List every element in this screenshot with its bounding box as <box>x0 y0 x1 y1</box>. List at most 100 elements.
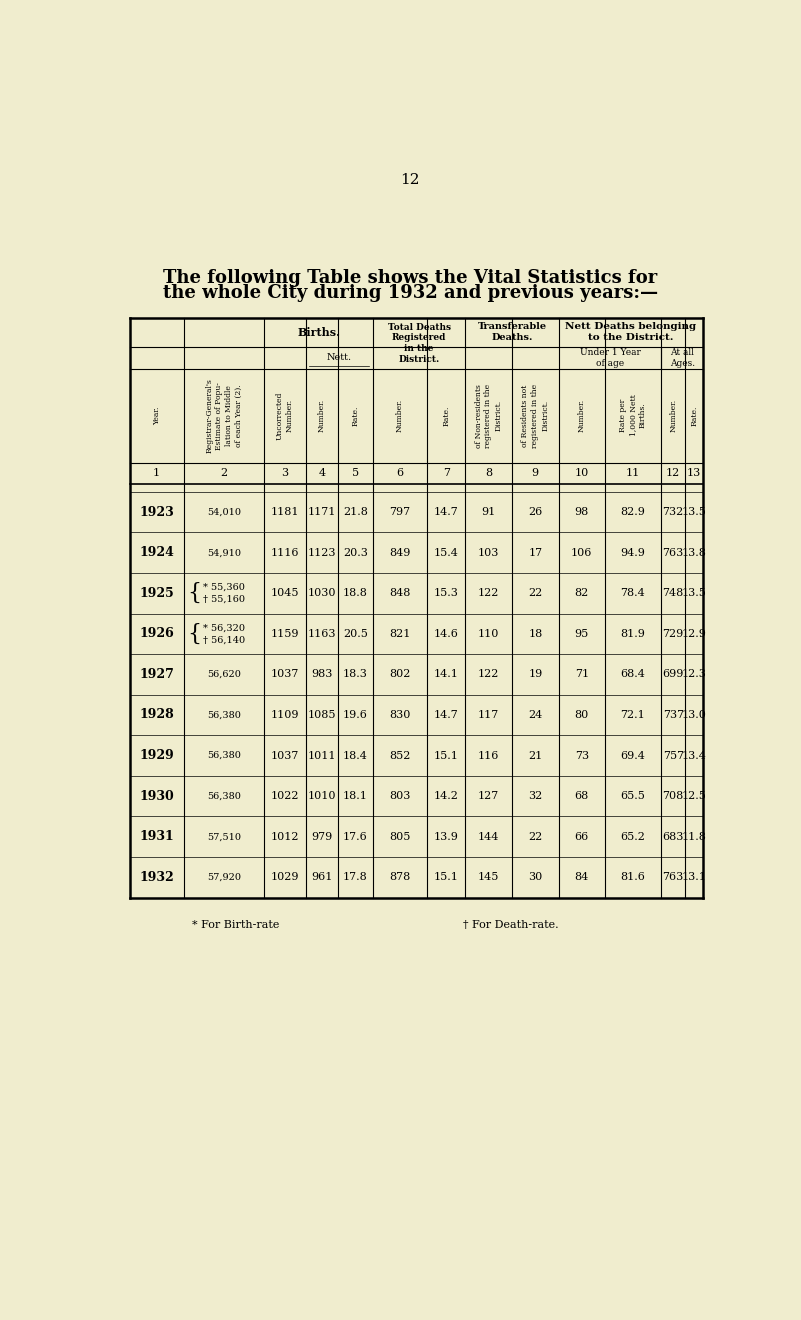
Text: 15.1: 15.1 <box>433 751 459 760</box>
Text: 797: 797 <box>389 507 411 517</box>
Text: 18.3: 18.3 <box>343 669 368 680</box>
Text: Number.: Number. <box>396 399 404 432</box>
Text: 144: 144 <box>477 832 499 842</box>
Text: 18.1: 18.1 <box>343 791 368 801</box>
Text: 1037: 1037 <box>271 751 299 760</box>
Text: 57,920: 57,920 <box>207 873 241 882</box>
Text: 13.5: 13.5 <box>682 589 706 598</box>
Text: 84: 84 <box>574 873 589 882</box>
Text: 14.2: 14.2 <box>433 791 459 801</box>
Text: 65.2: 65.2 <box>621 832 646 842</box>
Text: 1932: 1932 <box>139 871 174 884</box>
Text: 57,510: 57,510 <box>207 832 241 841</box>
Text: 961: 961 <box>311 873 332 882</box>
Text: 6: 6 <box>396 469 404 478</box>
Text: 708: 708 <box>662 791 684 801</box>
Text: 803: 803 <box>389 791 411 801</box>
Text: The following Table shows the Vital Statistics for: The following Table shows the Vital Stat… <box>163 269 658 286</box>
Text: 13.0: 13.0 <box>682 710 706 719</box>
Text: 20.5: 20.5 <box>343 628 368 639</box>
Text: At all
Ages.: At all Ages. <box>670 348 694 367</box>
Text: 15.3: 15.3 <box>433 589 459 598</box>
Text: Rate per
1,000 Nett
Births.: Rate per 1,000 Nett Births. <box>619 395 646 437</box>
Text: 1012: 1012 <box>271 832 300 842</box>
Text: 3: 3 <box>281 469 288 478</box>
Text: 9: 9 <box>532 469 539 478</box>
Text: 849: 849 <box>389 548 411 557</box>
Text: 110: 110 <box>477 628 499 639</box>
Text: 763: 763 <box>662 548 684 557</box>
Text: 20.3: 20.3 <box>343 548 368 557</box>
Text: 116: 116 <box>477 751 499 760</box>
Text: 729: 729 <box>662 628 684 639</box>
Text: 82.9: 82.9 <box>621 507 646 517</box>
Text: 1171: 1171 <box>308 507 336 517</box>
Text: 26: 26 <box>528 507 542 517</box>
Text: 12.9: 12.9 <box>682 628 706 639</box>
Text: Transferable
Deaths.: Transferable Deaths. <box>477 322 546 342</box>
Text: 14.7: 14.7 <box>434 507 458 517</box>
Text: 1159: 1159 <box>271 628 300 639</box>
Text: 78.4: 78.4 <box>621 589 646 598</box>
Text: 56,620: 56,620 <box>207 671 241 678</box>
Text: 98: 98 <box>574 507 589 517</box>
Text: 117: 117 <box>477 710 499 719</box>
Text: 65.5: 65.5 <box>621 791 646 801</box>
Text: 1030: 1030 <box>308 589 336 598</box>
Text: 145: 145 <box>477 873 499 882</box>
Text: 12.5: 12.5 <box>682 791 706 801</box>
Text: Rate.: Rate. <box>442 405 450 426</box>
Text: 80: 80 <box>574 710 589 719</box>
Text: 979: 979 <box>311 832 332 842</box>
Text: Births.: Births. <box>297 327 340 338</box>
Text: 73: 73 <box>575 751 589 760</box>
Text: 1011: 1011 <box>308 751 336 760</box>
Text: 69.4: 69.4 <box>621 751 646 760</box>
Text: 1927: 1927 <box>139 668 174 681</box>
Text: Registrar-General's
Estimate of Popu-
lation to Middle
of each Year (2).: Registrar-General's Estimate of Popu- la… <box>205 378 243 453</box>
Text: 830: 830 <box>389 710 411 719</box>
Text: 1931: 1931 <box>139 830 174 843</box>
Text: 1037: 1037 <box>271 669 299 680</box>
Text: 127: 127 <box>477 791 499 801</box>
Text: {: { <box>187 623 201 645</box>
Text: 81.6: 81.6 <box>621 873 646 882</box>
Text: 8: 8 <box>485 469 492 478</box>
Text: 12: 12 <box>400 173 420 187</box>
Text: 878: 878 <box>389 873 411 882</box>
Text: 106: 106 <box>571 548 593 557</box>
Text: 1045: 1045 <box>271 589 300 598</box>
Text: 68: 68 <box>574 791 589 801</box>
Text: 19.6: 19.6 <box>343 710 368 719</box>
Text: 81.9: 81.9 <box>621 628 646 639</box>
Text: 983: 983 <box>311 669 332 680</box>
Text: 54,910: 54,910 <box>207 548 241 557</box>
Text: 91: 91 <box>481 507 496 517</box>
Text: 68.4: 68.4 <box>621 669 646 680</box>
Text: 24: 24 <box>528 710 542 719</box>
Text: 12: 12 <box>666 469 680 478</box>
Text: * 55,360
† 55,160: * 55,360 † 55,160 <box>203 583 245 603</box>
Text: 1924: 1924 <box>139 546 174 560</box>
Text: 22: 22 <box>528 589 542 598</box>
Text: 14.1: 14.1 <box>433 669 459 680</box>
Text: 1928: 1928 <box>139 709 174 722</box>
Text: 95: 95 <box>574 628 589 639</box>
Text: 13.8: 13.8 <box>682 548 706 557</box>
Text: 122: 122 <box>477 669 499 680</box>
Text: 30: 30 <box>528 873 542 882</box>
Text: 32: 32 <box>528 791 542 801</box>
Text: {: { <box>187 582 201 605</box>
Text: Uncorrected
Number.: Uncorrected Number. <box>276 392 294 440</box>
Text: 21: 21 <box>528 751 542 760</box>
Text: 1925: 1925 <box>139 587 174 599</box>
Text: 4: 4 <box>318 469 325 478</box>
Text: 94.9: 94.9 <box>621 548 646 557</box>
Text: 1010: 1010 <box>308 791 336 801</box>
Text: Rate.: Rate. <box>352 405 360 426</box>
Text: 1181: 1181 <box>271 507 300 517</box>
Text: 1929: 1929 <box>139 748 174 762</box>
Text: 17.6: 17.6 <box>343 832 368 842</box>
Text: 56,380: 56,380 <box>207 710 241 719</box>
Text: 18.8: 18.8 <box>343 589 368 598</box>
